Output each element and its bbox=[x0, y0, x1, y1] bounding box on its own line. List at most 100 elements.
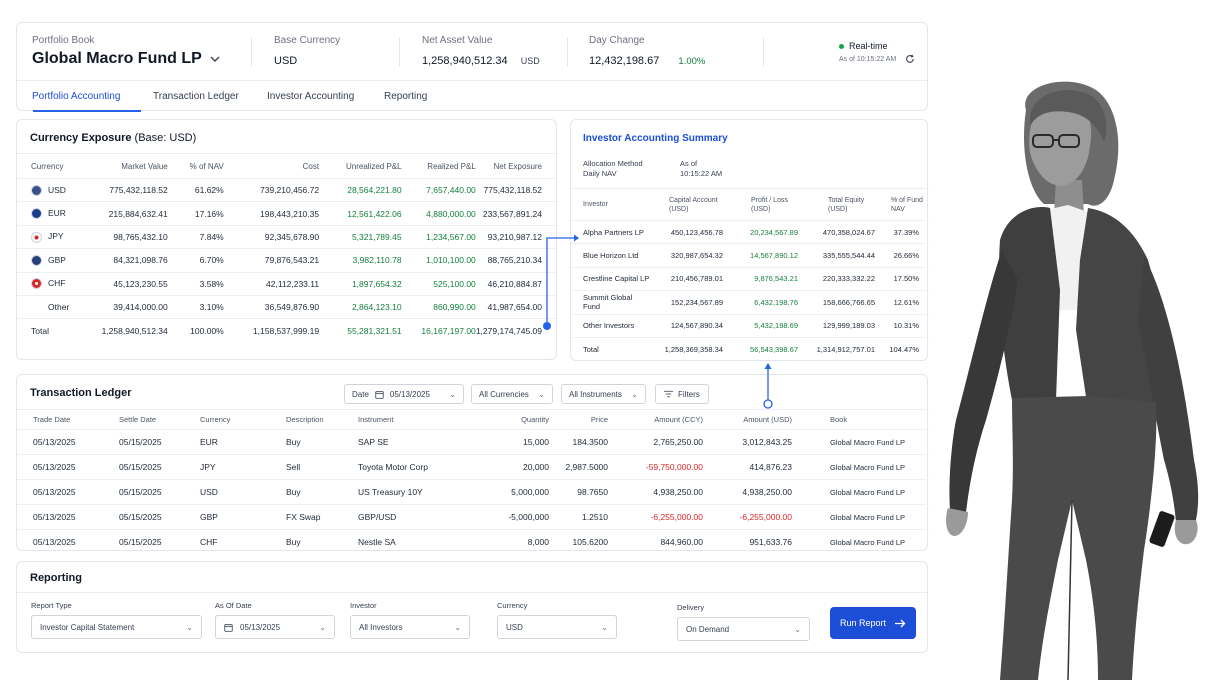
tab-transaction-ledger[interactable]: Transaction Ledger bbox=[153, 91, 239, 102]
report-type-select[interactable]: Investor Capital Statement ⌄ bbox=[31, 615, 202, 639]
table-row[interactable]: CHF 45,123,230.55 3.58% 42,112,233.11 1,897,… bbox=[17, 272, 558, 295]
cell-pct: 3.10% bbox=[199, 302, 224, 313]
cell-pct-nav: 10.31% bbox=[893, 321, 919, 331]
col-header[interactable]: Amount (CCY) bbox=[624, 409, 719, 430]
col-header[interactable]: Instrument bbox=[358, 409, 468, 430]
as-of-date-label: As Of Date bbox=[215, 601, 252, 610]
col-header[interactable]: Quantity bbox=[468, 409, 551, 430]
currency-filter[interactable]: All Currencies ⌄ bbox=[471, 384, 553, 404]
table-row[interactable]: USD 775,432,118.52 61.62% 739,210,456.72 28,… bbox=[17, 178, 558, 202]
divider bbox=[399, 37, 400, 67]
chevron-down-icon[interactable] bbox=[210, 56, 220, 63]
investor-summary-table: Investor Capital Account (USD) Profit / … bbox=[571, 188, 929, 361]
table-row[interactable]: GBP 84,321,098.76 6.70% 79,876,543.21 3,982,… bbox=[17, 248, 558, 272]
col-header[interactable]: Currency bbox=[200, 409, 286, 430]
cell-mv: 39,414,000.00 bbox=[113, 302, 168, 313]
col-header[interactable]: Description bbox=[286, 409, 358, 430]
cell-pct-nav: 12.61% bbox=[893, 297, 919, 307]
cell-book: Global Macro Fund LP bbox=[830, 437, 906, 447]
cell-cost: 79,876,543.21 bbox=[264, 255, 320, 266]
cell-settle-date: 05/15/2025 bbox=[119, 437, 162, 447]
cell-rpl: 1,234,567.00 bbox=[426, 231, 476, 242]
table-row[interactable]: Other Investors 124,567,890.34 5,432,198.6… bbox=[571, 314, 929, 337]
as-of-date-value: 05/13/2025 bbox=[240, 622, 281, 632]
cell-trade-date: 05/13/2025 bbox=[33, 512, 76, 522]
col-header[interactable]: Realized P&L bbox=[401, 153, 476, 179]
currency-exposure-panel: Currency Exposure (Base: USD) Currency M… bbox=[16, 119, 558, 360]
col-header[interactable]: Capital Account (USD) bbox=[651, 188, 723, 221]
currency-field: Currency USD ⌄ bbox=[497, 601, 617, 639]
tab-investor-accounting[interactable]: Investor Accounting bbox=[267, 91, 355, 102]
col-header[interactable]: Profit / Loss (USD) bbox=[723, 188, 798, 221]
tab-portfolio-accounting[interactable]: Portfolio Accounting bbox=[32, 91, 121, 102]
reporting-title: Reporting bbox=[30, 572, 82, 584]
col-header[interactable]: Book bbox=[808, 409, 929, 430]
col-header[interactable]: Unrealized P&L bbox=[319, 153, 402, 179]
ledger-title: Transaction Ledger bbox=[30, 387, 132, 399]
col-header[interactable]: Net Exposure bbox=[475, 153, 558, 179]
cell-pct-nav: 26.66% bbox=[893, 251, 919, 261]
total-row[interactable]: Total 1,258,369,358.34 56,543,398.67 1,314,… bbox=[571, 337, 929, 360]
col-header[interactable]: % of Fund NAV bbox=[875, 188, 929, 221]
total-row[interactable]: Total 1,258,940,512.34 100.00% 1,158,537,99… bbox=[17, 318, 558, 342]
col-header[interactable]: Currency bbox=[17, 153, 102, 179]
day-change-pct: 1.00% bbox=[678, 56, 706, 67]
run-report-button[interactable]: Run Report bbox=[830, 607, 916, 639]
cell-total-equity: 158,666,766.65 bbox=[822, 297, 875, 307]
col-header[interactable]: Market Value bbox=[101, 153, 168, 179]
divider bbox=[763, 37, 764, 67]
tab-reporting[interactable]: Reporting bbox=[384, 91, 428, 102]
table-row[interactable]: JPY 98,765,432.10 7.84% 92,345,678.90 5,321,… bbox=[17, 225, 558, 248]
col-header[interactable]: Investor bbox=[571, 188, 651, 221]
currency-select[interactable]: USD ⌄ bbox=[497, 615, 617, 639]
col-header[interactable]: Cost bbox=[223, 153, 320, 179]
investor-value: All Investors bbox=[359, 622, 403, 632]
cell-profit-loss: 5,432,198.69 bbox=[754, 321, 798, 331]
instrument-filter[interactable]: All Instruments ⌄ bbox=[561, 384, 646, 404]
col-header[interactable]: Price bbox=[551, 409, 624, 430]
col-header[interactable]: Settle Date bbox=[119, 409, 200, 430]
table-row[interactable]: Other 39,414,000.00 3.10% 36,549,876.90 2,86… bbox=[17, 295, 558, 318]
cell-book: Global Macro Fund LP bbox=[830, 512, 906, 522]
cell-pct: 17.16% bbox=[194, 208, 224, 219]
table-row[interactable]: 05/13/2025 05/15/2025 EUR Buy SAP SE 15,000 18… bbox=[17, 429, 929, 455]
table-row[interactable]: 05/13/2025 05/15/2025 JPY Sell Toyota Motor … bbox=[17, 454, 929, 480]
cell-book: Global Macro Fund LP bbox=[830, 487, 906, 497]
active-tab-indicator bbox=[33, 110, 141, 112]
table-row[interactable]: Summit Global Fund 152,234,567.89 6,432,19… bbox=[571, 290, 929, 314]
chevron-down-icon: ⌄ bbox=[538, 389, 545, 399]
cell-currency: EUR bbox=[200, 437, 218, 447]
refresh-icon[interactable] bbox=[905, 54, 915, 64]
nav-block: Net Asset Value 1,258,940,512.34 USD bbox=[422, 35, 540, 67]
cell-quantity: 20,000 bbox=[523, 462, 549, 472]
cell-total-equity: 1,314,912,757.01 bbox=[816, 344, 875, 354]
portfolio-selector[interactable]: Portfolio Book Global Macro Fund LP bbox=[32, 35, 220, 68]
investor-select[interactable]: All Investors ⌄ bbox=[350, 615, 470, 639]
table-row[interactable]: 05/13/2025 05/15/2025 CHF Buy Nestle SA 8,000… bbox=[17, 529, 929, 555]
table-row[interactable]: EUR 215,884,632.41 17.16% 198,443,210.35 12,… bbox=[17, 201, 558, 225]
base-currency-value: USD bbox=[274, 55, 298, 67]
chevron-down-icon: ⌄ bbox=[319, 622, 326, 632]
col-header[interactable]: Trade Date bbox=[17, 409, 119, 430]
table-row[interactable]: 05/13/2025 05/15/2025 USD Buy US Treasury 10… bbox=[17, 479, 929, 505]
date-filter[interactable]: Date 05/13/2025 ⌄ bbox=[344, 384, 464, 404]
table-row[interactable]: Blue Horizon Ltd 320,987,654.32 14,567,890… bbox=[571, 243, 929, 267]
col-header[interactable]: Amount (USD) bbox=[719, 409, 808, 430]
col-header[interactable]: Total Equity (USD) bbox=[798, 188, 875, 221]
filters-button[interactable]: Filters bbox=[655, 384, 709, 404]
as-of-date-input[interactable]: 05/13/2025 ⌄ bbox=[215, 615, 335, 639]
cell-description: Buy bbox=[286, 437, 301, 447]
col-header[interactable]: % of NAV bbox=[167, 153, 224, 179]
chevron-down-icon: ⌄ bbox=[601, 622, 608, 632]
currency-exposure-title: Currency Exposure (Base: USD) bbox=[30, 132, 197, 144]
table-row[interactable]: Alpha Partners LP 450,123,456.78 20,234,56… bbox=[571, 220, 929, 244]
table-row[interactable]: 05/13/2025 05/15/2025 GBP FX Swap GBP/USD -5,… bbox=[17, 504, 929, 530]
table-row[interactable]: Crestline Capital LP 210,456,789.01 9,876,… bbox=[571, 267, 929, 290]
as-of-date-field: As Of Date 05/13/2025 ⌄ bbox=[215, 601, 335, 639]
date-filter-value: 05/13/2025 bbox=[389, 389, 430, 399]
cell-mv: 45,123,230.55 bbox=[113, 278, 168, 289]
currency-cell: JPY bbox=[17, 225, 102, 248]
cell-rpl: 7,657,440.00 bbox=[426, 185, 476, 196]
delivery-select[interactable]: On Demand ⌄ bbox=[677, 617, 810, 641]
cell-pct-nav: 37.39% bbox=[893, 227, 919, 237]
